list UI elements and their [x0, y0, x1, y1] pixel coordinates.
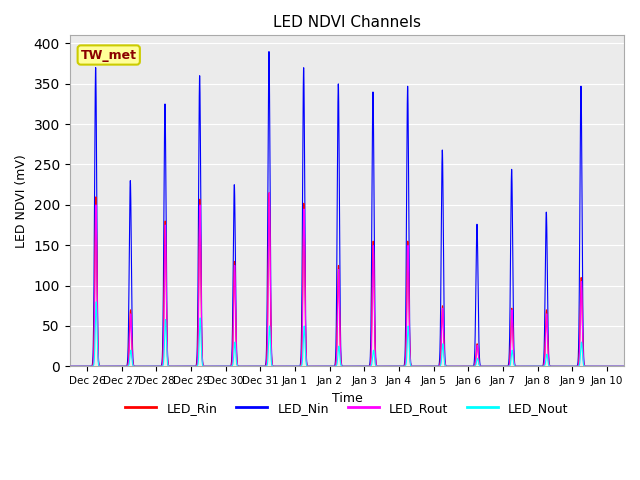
Y-axis label: LED NDVI (mV): LED NDVI (mV) — [15, 154, 28, 248]
Legend: LED_Rin, LED_Nin, LED_Rout, LED_Nout: LED_Rin, LED_Nin, LED_Rout, LED_Nout — [120, 396, 573, 420]
Text: TW_met: TW_met — [81, 48, 137, 61]
Title: LED NDVI Channels: LED NDVI Channels — [273, 15, 421, 30]
X-axis label: Time: Time — [332, 392, 362, 405]
